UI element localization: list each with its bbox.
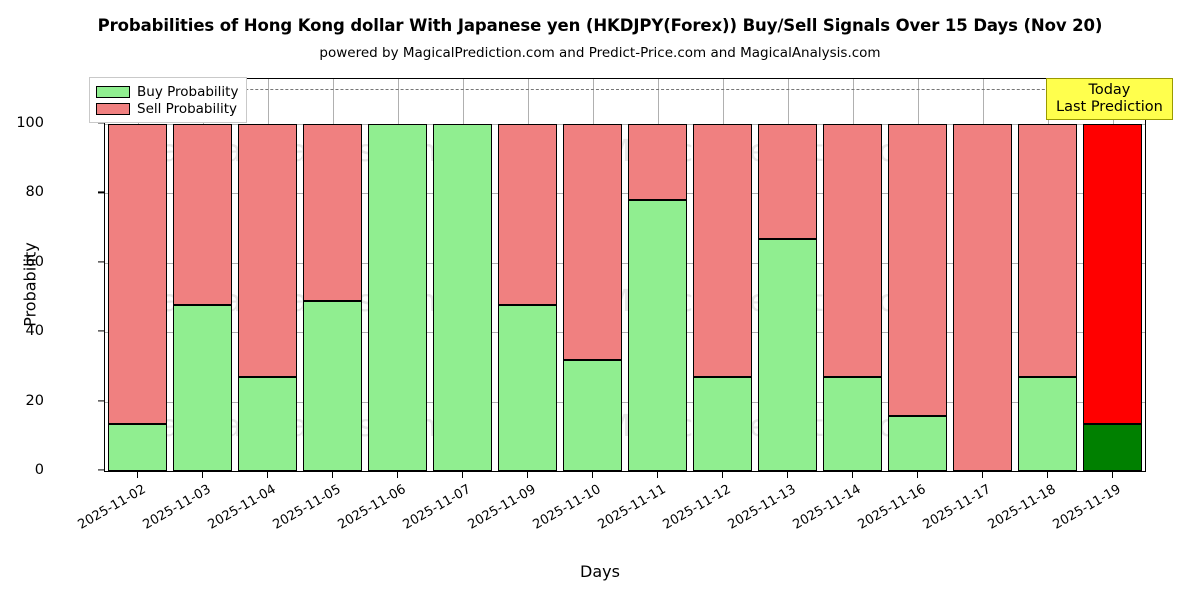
y-axis-tick-label: 100 (16, 115, 44, 132)
x-axis-tick-mark (136, 472, 138, 478)
bar[interactable] (368, 79, 427, 471)
bar-segment-buy (1083, 424, 1142, 471)
bar[interactable] (433, 79, 492, 471)
y-axis-tick-label: 80 (25, 184, 44, 201)
bar-segment-buy (498, 304, 557, 471)
legend-item-sell[interactable]: Sell Probability (96, 100, 238, 117)
bar-segment-sell (1018, 124, 1077, 378)
bar-segment-sell (173, 124, 232, 305)
x-axis-tick-mark (721, 472, 723, 478)
gridline-horizontal (105, 124, 1145, 126)
y-axis-tick-label: 60 (25, 253, 44, 270)
x-axis-tick-mark (851, 472, 853, 478)
bar[interactable] (823, 79, 882, 471)
x-axis-tick-mark (786, 472, 788, 478)
y-axis-tick-mark (98, 261, 104, 263)
bar[interactable] (173, 79, 232, 471)
bar-segment-buy (433, 124, 492, 471)
plot-area: MagicalAnalysis.comMagicalPrediction.com… (104, 78, 1146, 472)
bar[interactable] (303, 79, 362, 471)
legend-label-sell: Sell Probability (137, 100, 238, 117)
bar-segment-buy (823, 377, 882, 471)
bar-segment-buy (628, 200, 687, 471)
legend-item-buy[interactable]: Buy Probability (96, 83, 238, 100)
bar-segment-sell (1083, 124, 1142, 425)
x-axis-tick-mark (916, 472, 918, 478)
bar[interactable] (563, 79, 622, 471)
x-axis-tick-mark (656, 472, 658, 478)
y-axis-tick-mark (98, 469, 104, 471)
x-axis-tick-mark (1111, 472, 1113, 478)
gridline-horizontal (105, 471, 1145, 472)
bar-segment-buy (173, 304, 232, 471)
bar-segment-sell (693, 124, 752, 378)
x-axis-tick-mark (591, 472, 593, 478)
bar-segment-sell (108, 124, 167, 425)
bar-segment-sell (628, 124, 687, 201)
x-axis-label: Days (580, 562, 620, 581)
bar-segment-sell (238, 124, 297, 378)
bar[interactable] (108, 79, 167, 471)
x-axis-tick-mark (201, 472, 203, 478)
y-axis-tick-mark (98, 122, 104, 124)
x-axis-tick-mark (396, 472, 398, 478)
x-axis-tick-mark (1046, 472, 1048, 478)
bar[interactable] (628, 79, 687, 471)
bar-segment-sell (498, 124, 557, 305)
bar-segment-buy (368, 124, 427, 471)
bar-segment-buy (108, 424, 167, 471)
bar-segment-sell (888, 124, 947, 416)
bar-segment-sell (953, 124, 1012, 471)
bar-segment-buy (238, 377, 297, 471)
bar-segment-sell (563, 124, 622, 360)
today-annotation-line2: Last Prediction (1056, 98, 1163, 115)
chart-title: Probabilities of Hong Kong dollar With J… (97, 16, 1103, 35)
bar-segment-buy (1018, 377, 1077, 471)
threshold-dashed-line (105, 89, 1145, 91)
bar[interactable] (888, 79, 947, 471)
bar-segment-sell (303, 124, 362, 302)
bar-segment-buy (303, 301, 362, 471)
y-axis-tick-label: 20 (25, 392, 44, 409)
gridline-horizontal (105, 193, 1145, 195)
gridline-horizontal (105, 332, 1145, 334)
bar-segment-sell (758, 124, 817, 239)
x-axis-tick-mark (526, 472, 528, 478)
chart-subtitle: powered by MagicalPrediction.com and Pre… (319, 45, 881, 61)
legend-label-buy: Buy Probability (137, 83, 239, 100)
x-axis-tick-mark (461, 472, 463, 478)
y-axis-tick-mark (98, 191, 104, 194)
bar-segment-buy (888, 415, 947, 471)
bar-segment-sell (823, 124, 882, 378)
y-axis-tick-label: 40 (25, 323, 44, 340)
x-axis-tick-mark (331, 472, 333, 478)
bar[interactable] (238, 79, 297, 471)
today-annotation: Today Last Prediction (1046, 78, 1173, 121)
legend-swatch-sell (96, 102, 130, 115)
bar-segment-buy (693, 377, 752, 471)
bar[interactable] (953, 79, 1012, 471)
bar-segment-buy (563, 360, 622, 471)
bar-today[interactable] (1083, 79, 1142, 471)
y-axis-tick-mark (98, 400, 104, 402)
bar[interactable] (1018, 79, 1077, 471)
gridline-horizontal (105, 262, 1145, 264)
bar[interactable] (498, 79, 557, 471)
y-axis-label: Probability (20, 242, 40, 327)
chart-legend: Buy Probability Sell Probability (89, 77, 248, 123)
legend-swatch-buy (96, 85, 130, 98)
today-annotation-line1: Today (1088, 82, 1131, 98)
bar[interactable] (758, 79, 817, 471)
bar[interactable] (693, 79, 752, 471)
gridline-horizontal (105, 401, 1145, 403)
x-axis-tick-mark (981, 472, 983, 478)
x-axis-tick-mark (266, 472, 268, 478)
bar-segment-buy (758, 238, 817, 471)
y-axis-tick-label: 0 (34, 462, 44, 478)
y-axis-tick-mark (98, 330, 104, 332)
